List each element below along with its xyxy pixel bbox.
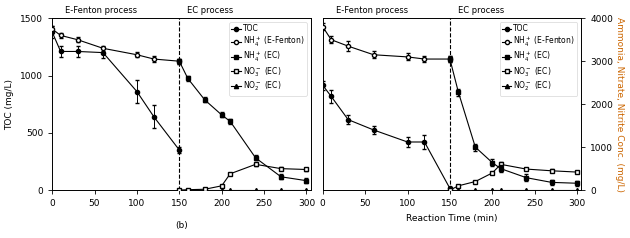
Y-axis label: TOC (mg/L): TOC (mg/L): [6, 79, 14, 130]
Y-axis label: Ammonia, Nitrate, Nitrite Conc. (mg/L): Ammonia, Nitrate, Nitrite Conc. (mg/L): [616, 17, 624, 192]
Legend: TOC, NH$_4^+$ (E-Fenton), NH$_4^+$ (EC), NO$_3^-$ (EC), NO$_2^-$ (EC): TOC, NH$_4^+$ (E-Fenton), NH$_4^+$ (EC),…: [229, 22, 307, 96]
Text: (b): (b): [175, 221, 188, 230]
Text: E-Fenton process: E-Fenton process: [336, 6, 408, 15]
Text: E-Fenton process: E-Fenton process: [65, 6, 137, 15]
Legend: TOC, NH$_4^+$ (E-Fenton), NH$_4^+$ (EC), NO$_3^-$ (EC), NO$_2^-$ (EC): TOC, NH$_4^+$ (E-Fenton), NH$_4^+$ (EC),…: [500, 22, 578, 96]
X-axis label: Reaction Time (min): Reaction Time (min): [406, 214, 498, 223]
Text: EC process: EC process: [187, 6, 233, 15]
Text: EC process: EC process: [457, 6, 504, 15]
